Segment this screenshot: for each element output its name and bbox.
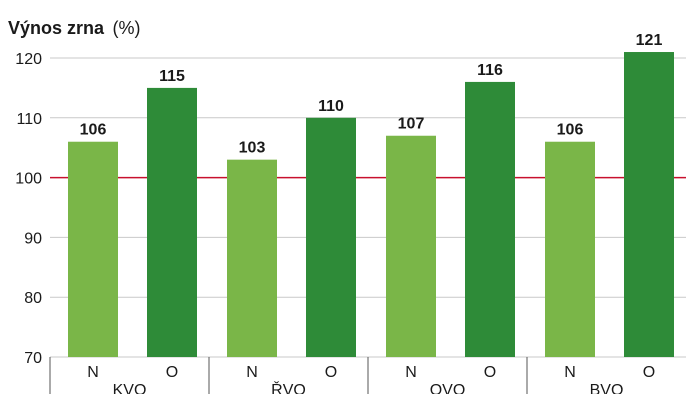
y-tick-label: 90 [24,230,42,247]
y-tick-label: 120 [15,51,42,68]
bar-kvo-o [147,87,197,358]
x-category-label: O [166,364,178,381]
x-group-label: BVO [590,382,624,394]
data-label: 121 [636,32,663,49]
data-label: 110 [318,98,344,115]
data-label: 106 [557,122,584,139]
bar-řvo-n [227,159,277,357]
y-tick-label: 100 [15,171,42,188]
x-category-label: O [484,364,496,381]
x-category-label: O [325,364,337,381]
x-group-label: OVO [430,382,466,394]
x-axis: N O N O N O N O KVO ŘVO OVO BVO [49,357,655,394]
y-tick-label: 110 [16,111,42,128]
x-group-label: ŘVO [271,380,306,394]
chart-title: Výnos zrna (%) [8,18,140,38]
data-label: 115 [159,68,185,85]
data-label: 107 [398,116,425,133]
x-category-label: N [246,364,258,381]
chart-title-main: Výnos zrna [8,18,105,38]
y-tick-label: 70 [24,350,42,367]
data-labels: 106 115 103 110 107 116 106 121 [80,32,663,157]
data-label: 106 [80,122,107,139]
x-group-label: KVO [113,382,147,394]
x-category-label: O [643,364,655,381]
y-axis: 70 80 90 100 110 120 [15,51,42,367]
bars [68,52,674,358]
bar-ovo-n [386,135,436,357]
x-category-label: N [87,364,99,381]
bar-bvo-n [545,141,595,357]
y-tick-label: 80 [24,290,42,307]
x-category-label: N [405,364,417,381]
bar-ovo-o [465,81,515,358]
data-label: 116 [477,62,503,79]
x-category-label: N [564,364,576,381]
data-label: 103 [239,140,266,157]
bar-řvo-o [306,117,356,357]
bar-kvo-n [68,141,118,357]
bar-bvo-o [624,52,674,358]
chart-title-unit: (%) [112,18,140,38]
